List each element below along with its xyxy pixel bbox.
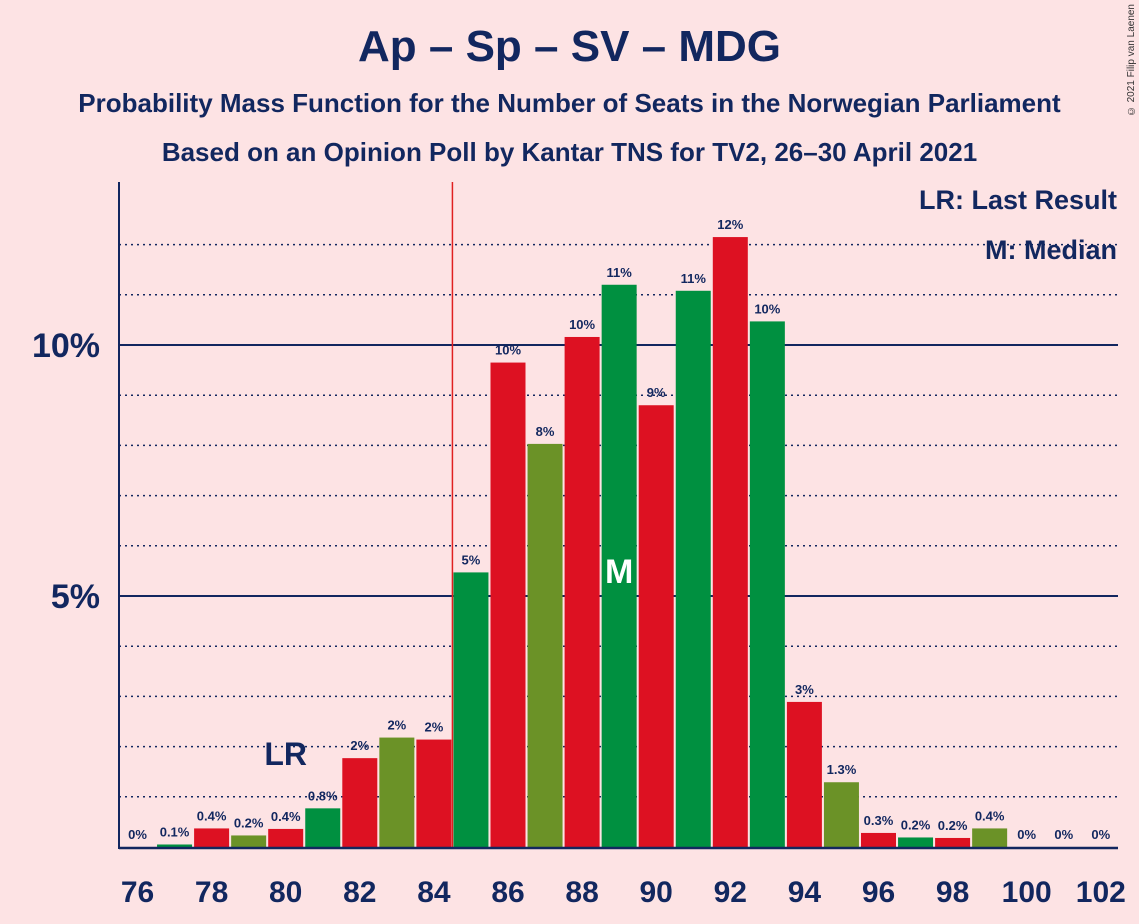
x-tick-label: 80 — [269, 876, 302, 909]
bar-label-seat-96: 0.3% — [864, 813, 894, 828]
bar-seat-92 — [712, 237, 748, 847]
bar-seat-79 — [231, 835, 267, 847]
bar-label-seat-102: 0% — [1091, 827, 1110, 842]
bar-label-seat-81: 0.8% — [308, 788, 338, 803]
chart-title: Ap – Sp – SV – MDG — [358, 22, 781, 71]
bar-seat-99 — [972, 828, 1008, 847]
bar-seat-88 — [564, 336, 600, 847]
bar-seat-80 — [268, 828, 304, 847]
x-tick-label: 92 — [714, 876, 747, 909]
bar-label-seat-85: 5% — [462, 552, 481, 567]
bar-seat-86 — [490, 362, 526, 847]
bar-seat-85 — [453, 572, 489, 847]
bar-seat-82 — [342, 758, 378, 847]
bar-label-seat-82: 2% — [350, 738, 369, 753]
bar-seat-93 — [749, 321, 785, 847]
bar-label-seat-76: 0% — [128, 827, 147, 842]
bar-label-seat-79: 0.2% — [234, 815, 264, 830]
bar-seat-97 — [898, 837, 934, 847]
legend: LR: Last Result M: Median — [919, 185, 1117, 265]
x-tick-label: 76 — [121, 876, 154, 909]
x-tick-label: 88 — [565, 876, 598, 909]
y-tick-label: 10% — [32, 327, 100, 365]
bar-seat-94 — [786, 701, 822, 847]
x-tick-label: 102 — [1076, 876, 1126, 909]
x-tick-label: 90 — [640, 876, 673, 909]
last-result-marker: LR — [264, 736, 307, 772]
bar-label-seat-86: 10% — [495, 343, 521, 358]
bar-seat-91 — [675, 290, 711, 847]
bar-label-seat-98: 0.2% — [938, 818, 968, 833]
bar-label-seat-95: 1.3% — [827, 762, 857, 777]
x-tick-label: 84 — [417, 876, 451, 909]
bar-label-seat-87: 8% — [536, 424, 555, 439]
axes: 5% 10% 76 78 80 82 84 86 88 90 92 94 96 98 100 102 — [32, 182, 1126, 909]
bar-label-seat-83: 2% — [387, 718, 406, 733]
x-tick-label: 86 — [491, 876, 524, 909]
bar-seat-77 — [157, 844, 193, 847]
bar-seat-87 — [527, 443, 563, 847]
bar-label-seat-90: 9% — [647, 385, 666, 400]
x-tick-label: 78 — [195, 876, 228, 909]
bar-seat-81 — [305, 808, 341, 847]
y-tick-label: 5% — [51, 578, 100, 616]
median-marker: M — [605, 553, 633, 591]
x-tick-label: 96 — [862, 876, 895, 909]
bar-label-seat-100: 0% — [1017, 827, 1036, 842]
bar-seat-95 — [823, 782, 859, 847]
bar-label-seat-99: 0.4% — [975, 808, 1005, 823]
bar-label-seat-97: 0.2% — [901, 817, 931, 832]
bar-seat-96 — [861, 832, 896, 847]
bar-labels: 0% 0.1% 0.4% 0.2% 0.4% 0.8% 2% 2% 2% 5% 10% 8% 10% 11… — [128, 217, 1111, 842]
x-tick-label: 98 — [936, 876, 969, 909]
x-tick-label: 94 — [788, 876, 822, 909]
bar-label-seat-101: 0% — [1054, 827, 1073, 842]
bar-label-seat-93: 10% — [754, 301, 780, 316]
bar-seat-83 — [379, 737, 415, 847]
x-tick-label: 82 — [343, 876, 376, 909]
bar-series — [157, 237, 1008, 847]
bar-seat-84 — [416, 739, 452, 847]
bar-label-seat-92: 12% — [717, 217, 743, 232]
chart-subtitle-poll: Based on an Opinion Poll by Kantar TNS f… — [161, 137, 978, 167]
bar-label-seat-84: 2% — [425, 720, 444, 735]
bar-seat-90 — [638, 405, 674, 847]
bar-seat-89 — [601, 284, 637, 847]
legend-median: M: Median — [985, 235, 1117, 265]
chart-subtitle: Probability Mass Function for the Number… — [78, 88, 1061, 118]
bar-label-seat-89: 11% — [606, 265, 632, 280]
bar-label-seat-77: 0.1% — [160, 824, 190, 839]
annotations: LR M — [264, 553, 633, 772]
bar-label-seat-94: 3% — [795, 682, 814, 697]
x-tick-label: 100 — [1002, 876, 1052, 909]
legend-last-result: LR: Last Result — [919, 185, 1117, 215]
bar-label-seat-78: 0.4% — [197, 808, 227, 823]
bar-label-seat-88: 10% — [569, 317, 595, 332]
bar-seat-98 — [935, 837, 971, 847]
bar-label-seat-80: 0.4% — [271, 809, 301, 824]
bar-seat-78 — [194, 828, 230, 847]
bar-label-seat-91: 11% — [681, 271, 707, 286]
